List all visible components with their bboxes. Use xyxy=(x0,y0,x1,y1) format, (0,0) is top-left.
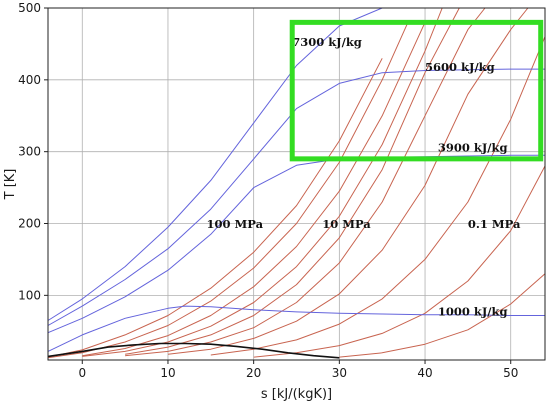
annotation-label: 100 MPa xyxy=(207,217,264,231)
isobar-line xyxy=(47,58,383,358)
x-tick-label: 0 xyxy=(78,366,86,380)
series-lines xyxy=(47,7,546,359)
y-tick-label: 300 xyxy=(18,145,41,159)
isenthalp-line xyxy=(47,305,545,352)
isenthalp-line xyxy=(47,68,545,326)
y-tick-label: 500 xyxy=(18,1,41,15)
y-tick-label: 400 xyxy=(18,73,41,87)
annotation-label: 5600 kJ/kg xyxy=(425,60,495,74)
annotations: 7300 kJ/kg 5600 kJ/kg 3900 kJ/kg 1000 kJ/kg… xyxy=(207,35,521,318)
x-tick-label: 10 xyxy=(160,366,175,380)
isobar-line xyxy=(339,273,546,358)
isenthalp-line xyxy=(47,154,545,334)
isenthalp-line xyxy=(47,7,383,321)
annotation-label: 10 MPa xyxy=(322,217,371,231)
x-axis-label: s [kJ/(kgK)] xyxy=(261,387,332,402)
y-tick-label: 200 xyxy=(18,217,41,231)
annotation-label: 1000 kJ/kg xyxy=(438,304,508,318)
y-axis-label: T [K] xyxy=(3,169,18,201)
isobar-line xyxy=(125,7,486,357)
x-tick-label: 30 xyxy=(332,366,347,380)
y-tick-label: 100 xyxy=(18,288,41,302)
y-tick-labels: 100 200 300 400 500 xyxy=(18,1,48,302)
annotation-label: 0.1 MPa xyxy=(468,217,521,231)
highlight-box xyxy=(289,19,544,162)
saturation-line xyxy=(47,342,340,359)
plot-frame xyxy=(47,7,546,361)
x-tick-labels: 0 10 20 30 40 50 xyxy=(78,360,518,380)
x-tick-label: 20 xyxy=(246,366,261,380)
isobar-line xyxy=(167,7,529,355)
x-tick-label: 50 xyxy=(503,366,518,380)
annotation-label: 3900 kJ/kg xyxy=(438,141,508,155)
x-tick-label: 40 xyxy=(417,366,432,380)
isobar-line xyxy=(210,36,546,356)
isobar-line xyxy=(82,7,443,357)
isobar-line xyxy=(253,165,546,358)
annotation-label: 7300 kJ/kg xyxy=(292,35,362,49)
